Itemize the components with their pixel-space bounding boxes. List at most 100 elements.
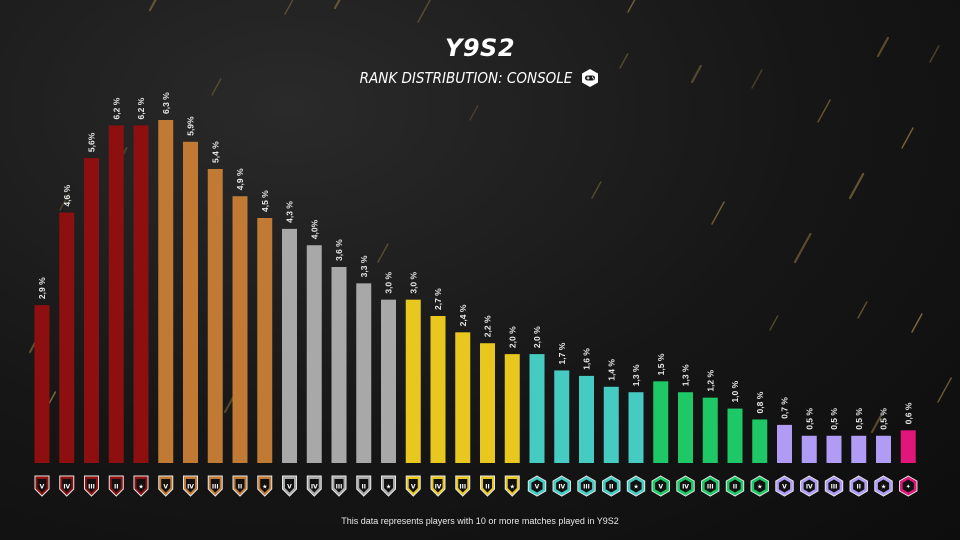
rank-badge-icon: V: [651, 475, 670, 497]
rank-badge-icon: IV: [800, 475, 819, 497]
bar: [59, 212, 75, 463]
value-label: 1,3 %: [631, 364, 641, 386]
gold-streak: [377, 243, 389, 263]
rank-badge-icon: IV: [676, 475, 695, 497]
bar: [900, 430, 916, 463]
rank-badge-icon: IV: [59, 475, 75, 497]
gold-streak: [333, 0, 341, 10]
bar: [529, 354, 545, 463]
rank-badge-icon: IV: [306, 475, 322, 497]
bar: [183, 141, 198, 463]
value-label: 4,9 %: [235, 168, 245, 190]
division-mark: ★: [633, 484, 638, 491]
division-mark: V: [163, 484, 168, 491]
value-label: 0,5 %: [854, 408, 864, 430]
bar: [702, 397, 718, 463]
value-label: 4,6 %: [62, 184, 72, 206]
bar: [84, 158, 99, 463]
gold-streak: [690, 64, 702, 84]
value-label: 0,8 %: [755, 391, 765, 413]
division-mark: V: [287, 484, 292, 491]
division-mark: V: [411, 484, 416, 491]
value-label: 0,5 %: [829, 408, 839, 430]
division-mark: II: [114, 484, 118, 491]
division-mark: ★: [881, 484, 886, 491]
division-mark: ✦: [906, 484, 911, 491]
bar: [158, 120, 174, 463]
value-label: 2,0 %: [507, 326, 517, 348]
division-mark: V: [40, 484, 45, 491]
gold-streak: [793, 232, 812, 264]
value-label: 0,6 %: [903, 402, 913, 424]
gold-streak: [870, 414, 882, 434]
gold-streak: [59, 193, 70, 211]
division-mark: ★: [262, 484, 267, 491]
bar: [34, 305, 50, 463]
value-label: 5,6%: [87, 132, 97, 152]
bar: [381, 299, 396, 463]
rank-badge-icon: V: [527, 475, 547, 497]
bar: [851, 435, 867, 463]
rank-badge-icon: II: [602, 475, 621, 497]
bar: [257, 218, 273, 463]
value-label: 1,6 %: [582, 348, 592, 370]
chart-subtitle: RANK DISTRIBUTION: CONSOLE: [359, 69, 573, 87]
rank-badge-icon: III: [331, 475, 347, 497]
value-label: 5,9%: [186, 116, 196, 136]
gold-streak: [876, 36, 890, 58]
bar: [232, 196, 248, 463]
rank-badge-icon: III: [701, 475, 720, 497]
division-mark: IV: [682, 484, 689, 491]
chart-title: Y9S2: [444, 34, 516, 62]
division-mark: III: [88, 484, 95, 491]
value-label: 2,4 %: [458, 304, 468, 326]
gold-streak: [711, 201, 725, 225]
rank-badge-icon: IV: [430, 475, 446, 497]
division-mark: ★: [138, 484, 143, 491]
gold-streak: [211, 78, 222, 96]
bar: [628, 392, 644, 463]
rank-badge-icon: II: [356, 475, 372, 497]
rank-badge-icon: V: [775, 475, 794, 497]
division-mark: IV: [806, 484, 813, 491]
value-label: 3,0 %: [408, 271, 418, 293]
division-mark: V: [535, 484, 540, 491]
division-mark: III: [459, 484, 466, 491]
value-label: 6,2 %: [136, 97, 146, 119]
bar: [331, 267, 347, 463]
gold-streak: [848, 172, 865, 200]
division-mark: IV: [311, 484, 318, 491]
rank-badge-icon: IV: [552, 475, 571, 497]
rank-badge-icon: III: [84, 475, 99, 497]
value-label: 2,0 %: [532, 326, 542, 348]
division-mark: III: [336, 484, 343, 491]
rank-badge-icon: III: [577, 475, 596, 497]
bar: [777, 424, 792, 463]
division-mark: III: [212, 484, 219, 491]
division-mark: III: [707, 484, 714, 491]
rank-badge-icon: V: [405, 475, 421, 497]
bar: [430, 316, 446, 463]
gold-streak: [284, 0, 294, 15]
division-mark: II: [485, 484, 489, 491]
bar: [653, 381, 669, 463]
rank-badge-icon: V: [34, 475, 50, 497]
value-label: 3,3 %: [359, 255, 369, 277]
gold-streak: [751, 69, 763, 89]
footnote: This data represents players with 10 or …: [341, 516, 619, 526]
division-mark: ★: [510, 484, 515, 491]
division-mark: III: [831, 484, 838, 491]
value-label: 1,3 %: [681, 364, 691, 386]
gold-streak: [627, 0, 636, 13]
bar: [405, 299, 421, 463]
rank-badge-icon: IV: [183, 475, 198, 497]
value-label: 4,0%: [309, 219, 319, 239]
value-label: 0,7 %: [780, 397, 790, 419]
bar: [480, 343, 495, 463]
bar: [826, 435, 842, 463]
rank-badge-icon: III: [207, 475, 223, 497]
rank-badge-icon: ★: [504, 475, 520, 497]
rank-badge-icon: V: [158, 475, 174, 497]
bar: [727, 408, 743, 463]
